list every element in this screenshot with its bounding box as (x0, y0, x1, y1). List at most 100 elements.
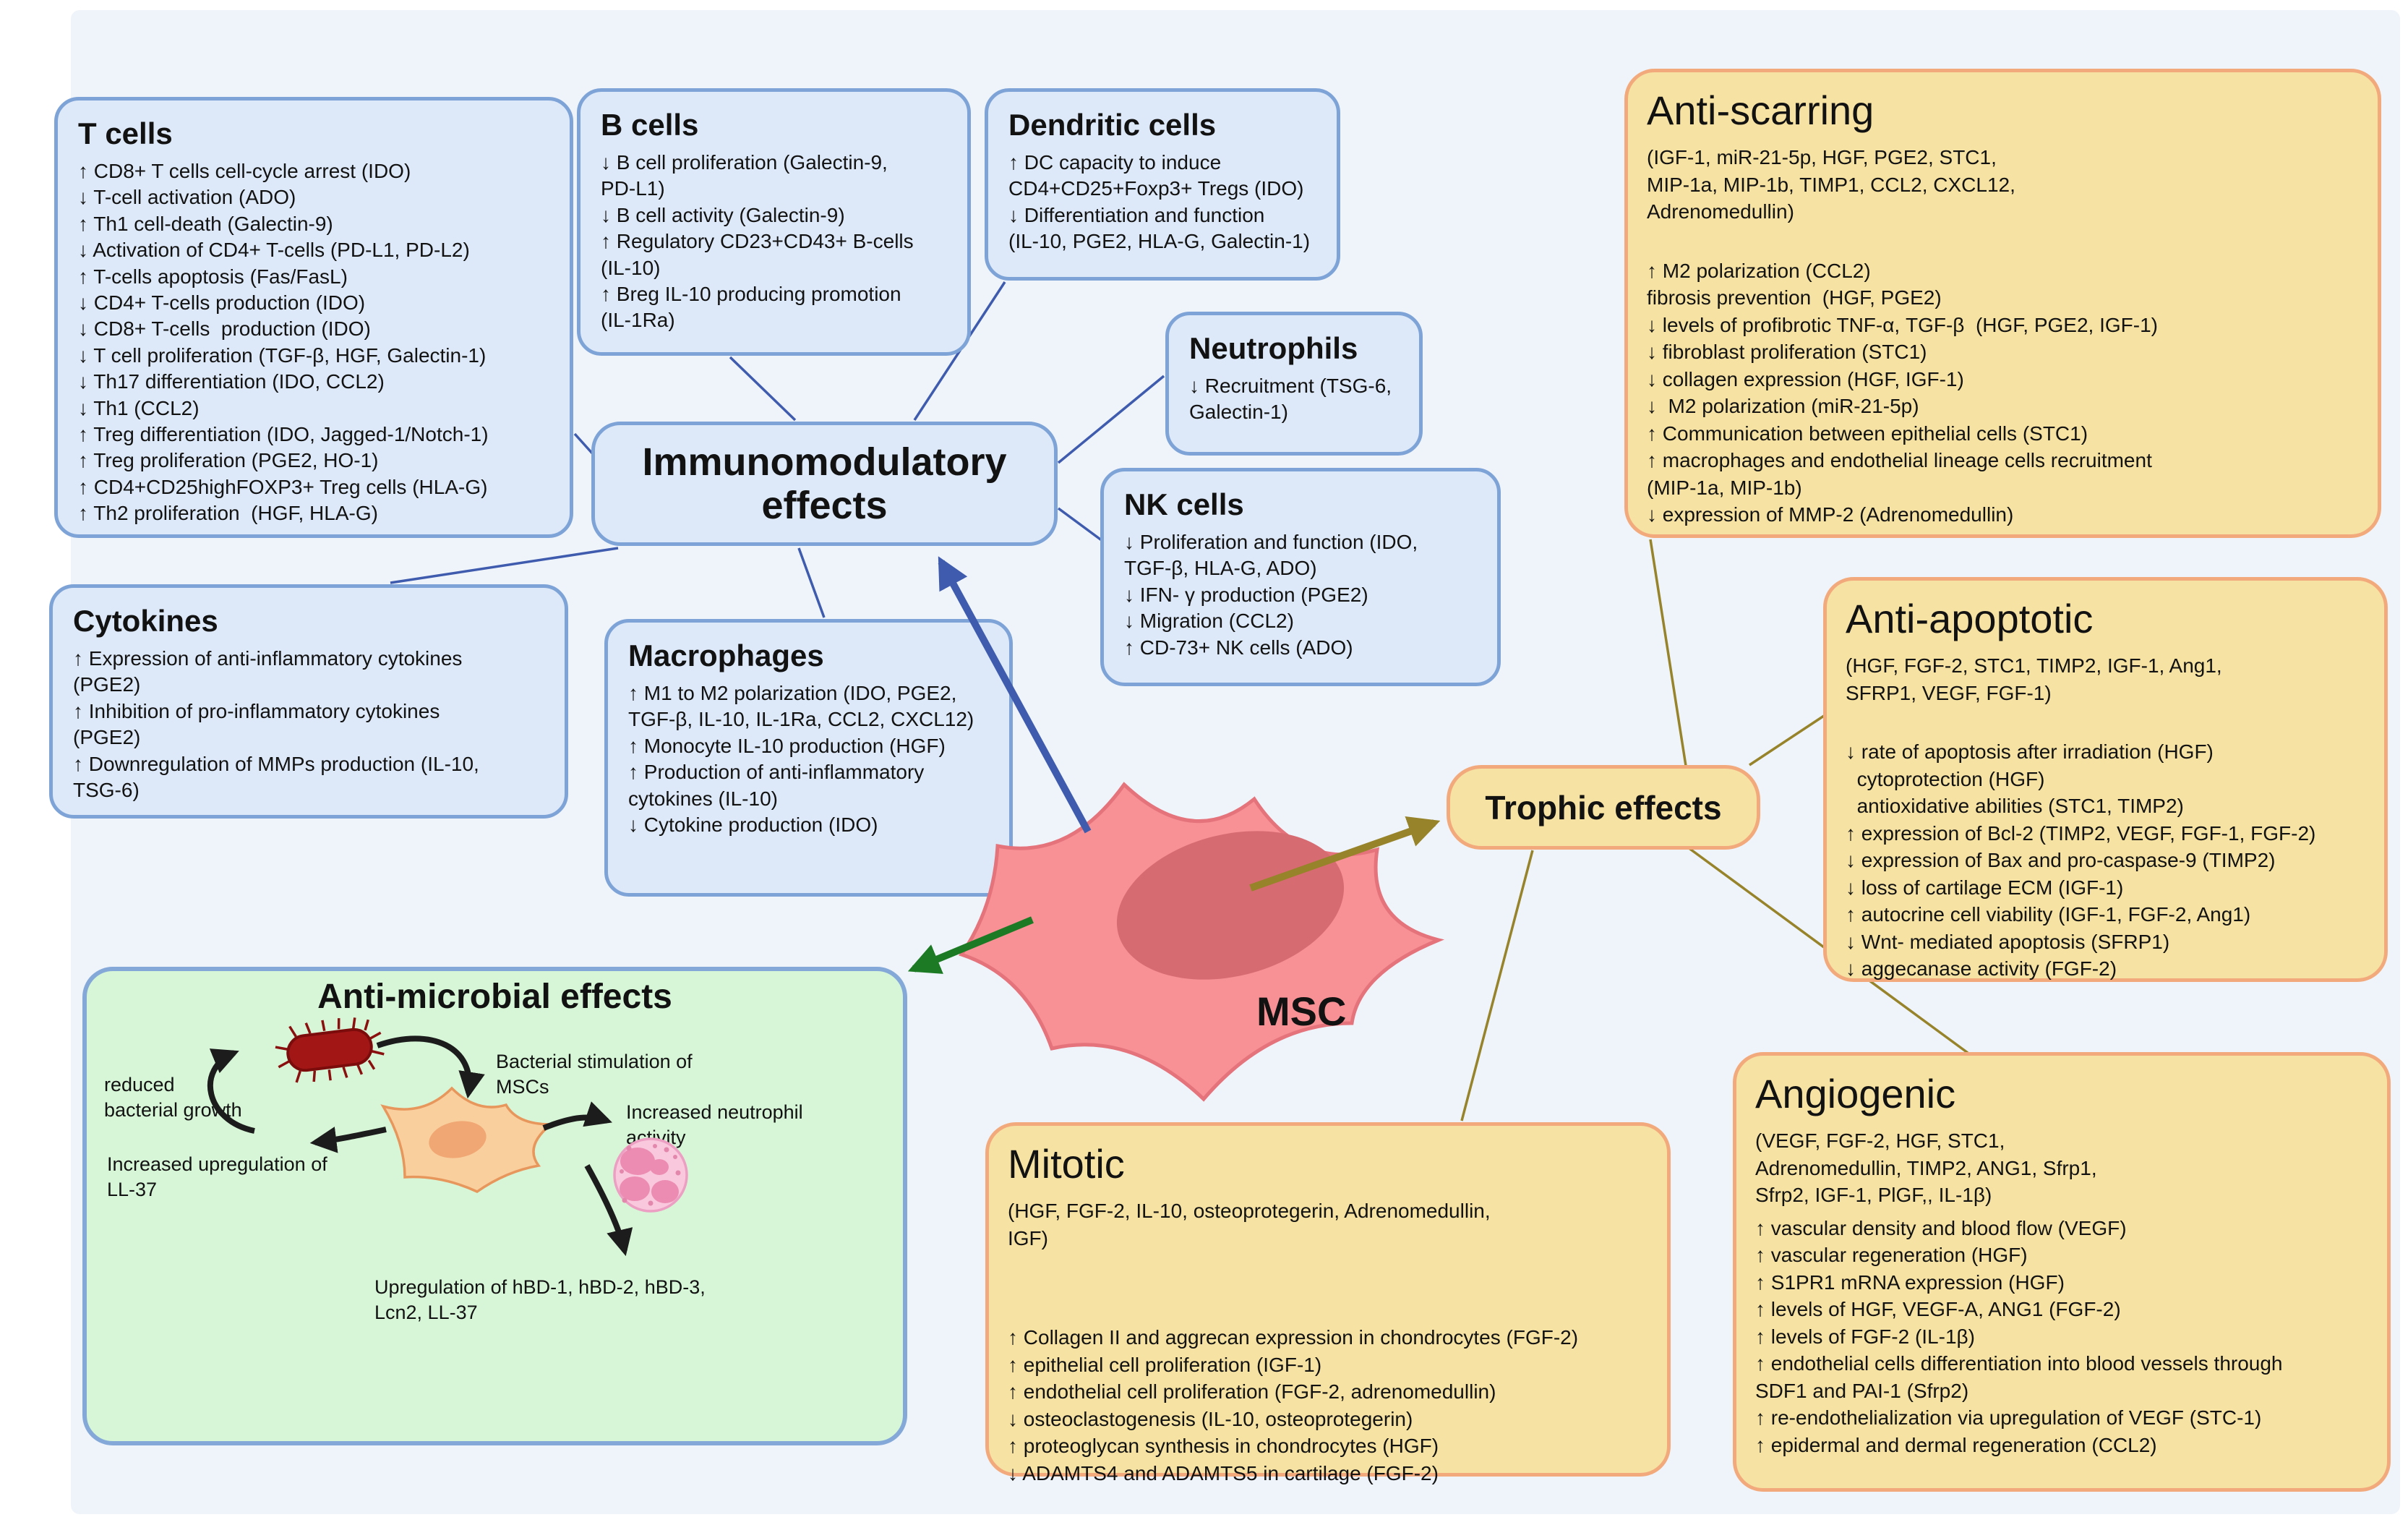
list-item: ↑ Th1 cell-death (Galectin-9) (78, 212, 333, 235)
list-item: ↓ ADAMTS4 and ADAMTS5 in cartilage (FGF-… (1008, 1461, 1439, 1484)
box-b-cells: B cells ↓ B cell proliferation (Galectin… (577, 88, 971, 356)
reduced-bacterial-growth-label: reduced bacterial growth (104, 1074, 242, 1122)
anti-scarring-title: Anti-scarring (1647, 87, 1874, 133)
list-item: ↑ Inhibition of pro-inflammatory cytokin… (73, 699, 440, 749)
macrophages-list: ↑ M1 to M2 polarization (IDO, PGE2, TGF-… (628, 680, 989, 838)
list-item: ↓ Recruitment (TSG-6, Galectin-1) (1189, 375, 1392, 424)
list-item: ↑ vascular regeneration (HGF) (1755, 1244, 2028, 1267)
anti-microbial-title: Anti-microbial effects (317, 978, 672, 1016)
angiogenic-mediators: (VEGF, FGF-2, HGF, STC1, Adrenomedullin,… (1755, 1129, 2097, 1207)
list-item: ↓ Th1 (CCL2) (78, 396, 200, 419)
box-macrophages: Macrophages ↑ M1 to M2 polarization (IDO… (604, 619, 1013, 897)
neutrophils-list: ↓ Recruitment (TSG-6, Galectin-1) (1189, 373, 1399, 426)
list-item: cytoprotection (HGF) (1846, 767, 2045, 790)
list-item: ↑ re-endothelialization via upregulation… (1755, 1406, 2262, 1430)
list-item: ↑ macrophages and endothelial lineage ce… (1647, 449, 2152, 499)
angiogenic-list: ↑ vascular density and blood flow (VEGF)… (1755, 1215, 2368, 1459)
list-item: ↓ collagen expression (HGF, IGF-1) (1647, 367, 1964, 390)
box-anti-microbial: Anti-microbial effects reduced bacterial… (82, 967, 907, 1445)
list-item: ↓ B cell activity (Galectin-9) (601, 203, 845, 226)
list-item: ↑ Communication between epithelial cells… (1647, 422, 2088, 445)
t-cells-title: T cells (78, 116, 173, 150)
list-item: ↓ B cell proliferation (Galectin-9, PD-L… (601, 151, 888, 200)
list-item: ↑ CD8+ T cells cell-cycle arrest (IDO) (78, 160, 411, 182)
list-item: ↑ Monocyte IL-10 production (HGF) (628, 734, 946, 757)
list-item: ↑ autocrine cell viability (IGF-1, FGF-2… (1846, 903, 2251, 926)
list-item: ↓ levels of profibrotic TNF-α, TGF-β (HG… (1647, 313, 2158, 336)
box-cytokines: Cytokines ↑ Expression of anti-inflammat… (49, 584, 568, 819)
list-item: ↓ T-cell activation (ADO) (78, 186, 296, 209)
angiogenic-title: Angiogenic (1755, 1071, 1956, 1116)
dendritic-cells-list: ↑ DC capacity to induce CD4+CD25+Foxp3+ … (1008, 150, 1316, 255)
list-item: ↑ M2 polarization (CCL2) (1647, 259, 1871, 282)
list-item: ↓ expression of Bax and pro-caspase-9 (T… (1846, 849, 2276, 872)
connector-immuno-bcells (729, 356, 797, 422)
list-item: ↑ epidermal and dermal regeneration (CCL… (1755, 1433, 2157, 1456)
list-item: ↑ Treg differentiation (IDO, Jagged-1/No… (78, 422, 489, 445)
list-item: ↑ Production of anti-inflammatory cytoki… (628, 761, 925, 810)
list-item: ↓ CD4+ T-cells production (IDO) (78, 291, 366, 314)
trophic-title: Trophic effects (1485, 788, 1722, 826)
list-item: ↓ Migration (CCL2) (1124, 610, 1294, 633)
list-item: ↓ expression of MMP-2 (Adrenomedullin) (1647, 503, 2014, 526)
hub-trophic-effects: Trophic effects (1447, 765, 1760, 850)
list-item: ↓ CD8+ T-cells production (IDO) (78, 317, 371, 341)
b-cells-list: ↓ B cell proliferation (Galectin-9, PD-L… (601, 150, 947, 334)
dendritic-cells-title: Dendritic cells (1008, 108, 1217, 142)
box-neutrophils: Neutrophils ↓ Recruitment (TSG-6, Galect… (1165, 312, 1423, 456)
anti-scarring-list: ↑ M2 polarization (CCL2) fibrosis prevent… (1647, 257, 2359, 529)
list-item: ↑ levels of FGF-2 (IL-1β) (1755, 1325, 1975, 1348)
list-item: ↑ CD-73+ NK cells (ADO) (1124, 636, 1353, 659)
list-item: ↓ Cytokine production (IDO) (628, 813, 878, 836)
list-item: ↑ DC capacity to induce CD4+CD25+Foxp3+ … (1008, 151, 1304, 200)
list-item: fibrosis prevention (HGF, PGE2) (1647, 286, 1942, 309)
connector-trophic-antiapoptotic (1749, 713, 1827, 766)
list-item: ↑ Treg proliferation (PGE2, HO-1) (78, 449, 379, 472)
list-item: ↑ M1 to M2 polarization (IDO, PGE2, TGF-… (628, 682, 974, 731)
msc-label: MSC (1256, 988, 1347, 1034)
box-angiogenic: Angiogenic (VEGF, FGF-2, HGF, STC1, Adre… (1733, 1052, 2391, 1492)
list-item: ↓ loss of cartilage ECM (IGF-1) (1846, 876, 2124, 899)
list-item: ↓ rate of apoptosis after irradiation (H… (1846, 740, 2214, 764)
box-t-cells: T cells ↑ CD8+ T cells cell-cycle arrest… (54, 97, 573, 538)
list-item: ↓ Activation of CD4+ T-cells (PD-L1, PD-… (78, 239, 470, 262)
list-item: ↓ fibroblast proliferation (STC1) (1647, 341, 1927, 364)
list-item: ↑ endothelial cell proliferation (FGF-2,… (1008, 1380, 1496, 1404)
neutrophils-title: Neutrophils (1189, 331, 1358, 365)
list-item: ↑ Th2 proliferation (HGF, HLA-G) (78, 502, 378, 525)
mitotic-mediators: (HGF, FGF-2, IL-10, osteoprotegerin, Adr… (1008, 1200, 1491, 1249)
list-item: ↓ Th17 differentiation (IDO, CCL2) (78, 370, 385, 393)
list-item: ↑ Expression of anti-inflammatory cytoki… (73, 647, 463, 696)
list-item: antioxidative abilities (STC1, TIMP2) (1846, 795, 2184, 818)
list-item: ↓ IFN- γ production (PGE2) (1124, 583, 1368, 606)
box-anti-scarring: Anti-scarring (IGF-1, miR-21-5p, HGF, PG… (1624, 69, 2381, 538)
list-item: ↑ epithelial cell proliferation (IGF-1) (1008, 1353, 1322, 1376)
box-dendritic-cells: Dendritic cells ↑ DC capacity to induce … (985, 88, 1340, 281)
connector-immuno-tcells (573, 432, 596, 457)
defensins-label: Upregulation of hBD-1, hBD-2, hBD-3, Lcn… (374, 1276, 706, 1324)
box-nk-cells: NK cells ↓ Proliferation and function (I… (1100, 468, 1501, 686)
list-item: ↑ T-cells apoptosis (Fas/FasL) (78, 265, 348, 288)
connector-immuno-macrophages (797, 547, 826, 618)
mitotic-list: ↑ Collagen II and aggrecan expression in… (1008, 1324, 1648, 1487)
box-anti-apoptotic: Anti-apoptotic (HGF, FGF-2, STC1, TIMP2,… (1823, 577, 2388, 982)
nk-cells-list: ↓ Proliferation and function (IDO, TGF-β… (1124, 529, 1477, 661)
immunomodulatory-title: Immunomodulatory effects (642, 440, 1007, 527)
anti-apoptotic-title: Anti-apoptotic (1846, 596, 2094, 641)
list-item: ↑ Downregulation of MMPs production (IL-… (73, 752, 479, 801)
list-item: ↓ aggecanase activity (FGF-2) (1846, 957, 2117, 981)
list-item: ↑ levels of HGF, VEGF-A, ANG1 (FGF-2) (1755, 1298, 2121, 1321)
box-mitotic: Mitotic (HGF, FGF-2, IL-10, osteoprotege… (985, 1122, 1671, 1484)
list-item: ↑ Regulatory CD23+CD43+ B-cells (IL-10) (601, 230, 914, 279)
macrophages-title: Macrophages (628, 638, 824, 672)
b-cells-title: B cells (601, 108, 699, 142)
list-item: ↑ proteoglycan synthesis in chondrocytes… (1008, 1435, 1439, 1458)
hub-immunomodulatory-effects: Immunomodulatory effects (591, 422, 1058, 546)
list-item: ↑ vascular density and blood flow (VEGF) (1755, 1216, 2127, 1239)
list-item: ↓ M2 polarization (miR-21-5p) (1647, 395, 1919, 418)
list-item: ↑ Breg IL-10 producing promotion (IL-1Ra… (601, 282, 901, 332)
list-item: ↑ Collagen II and aggrecan expression in… (1008, 1326, 1579, 1349)
connector-immuno-nk (1057, 507, 1104, 542)
mitotic-title: Mitotic (1008, 1141, 1125, 1187)
